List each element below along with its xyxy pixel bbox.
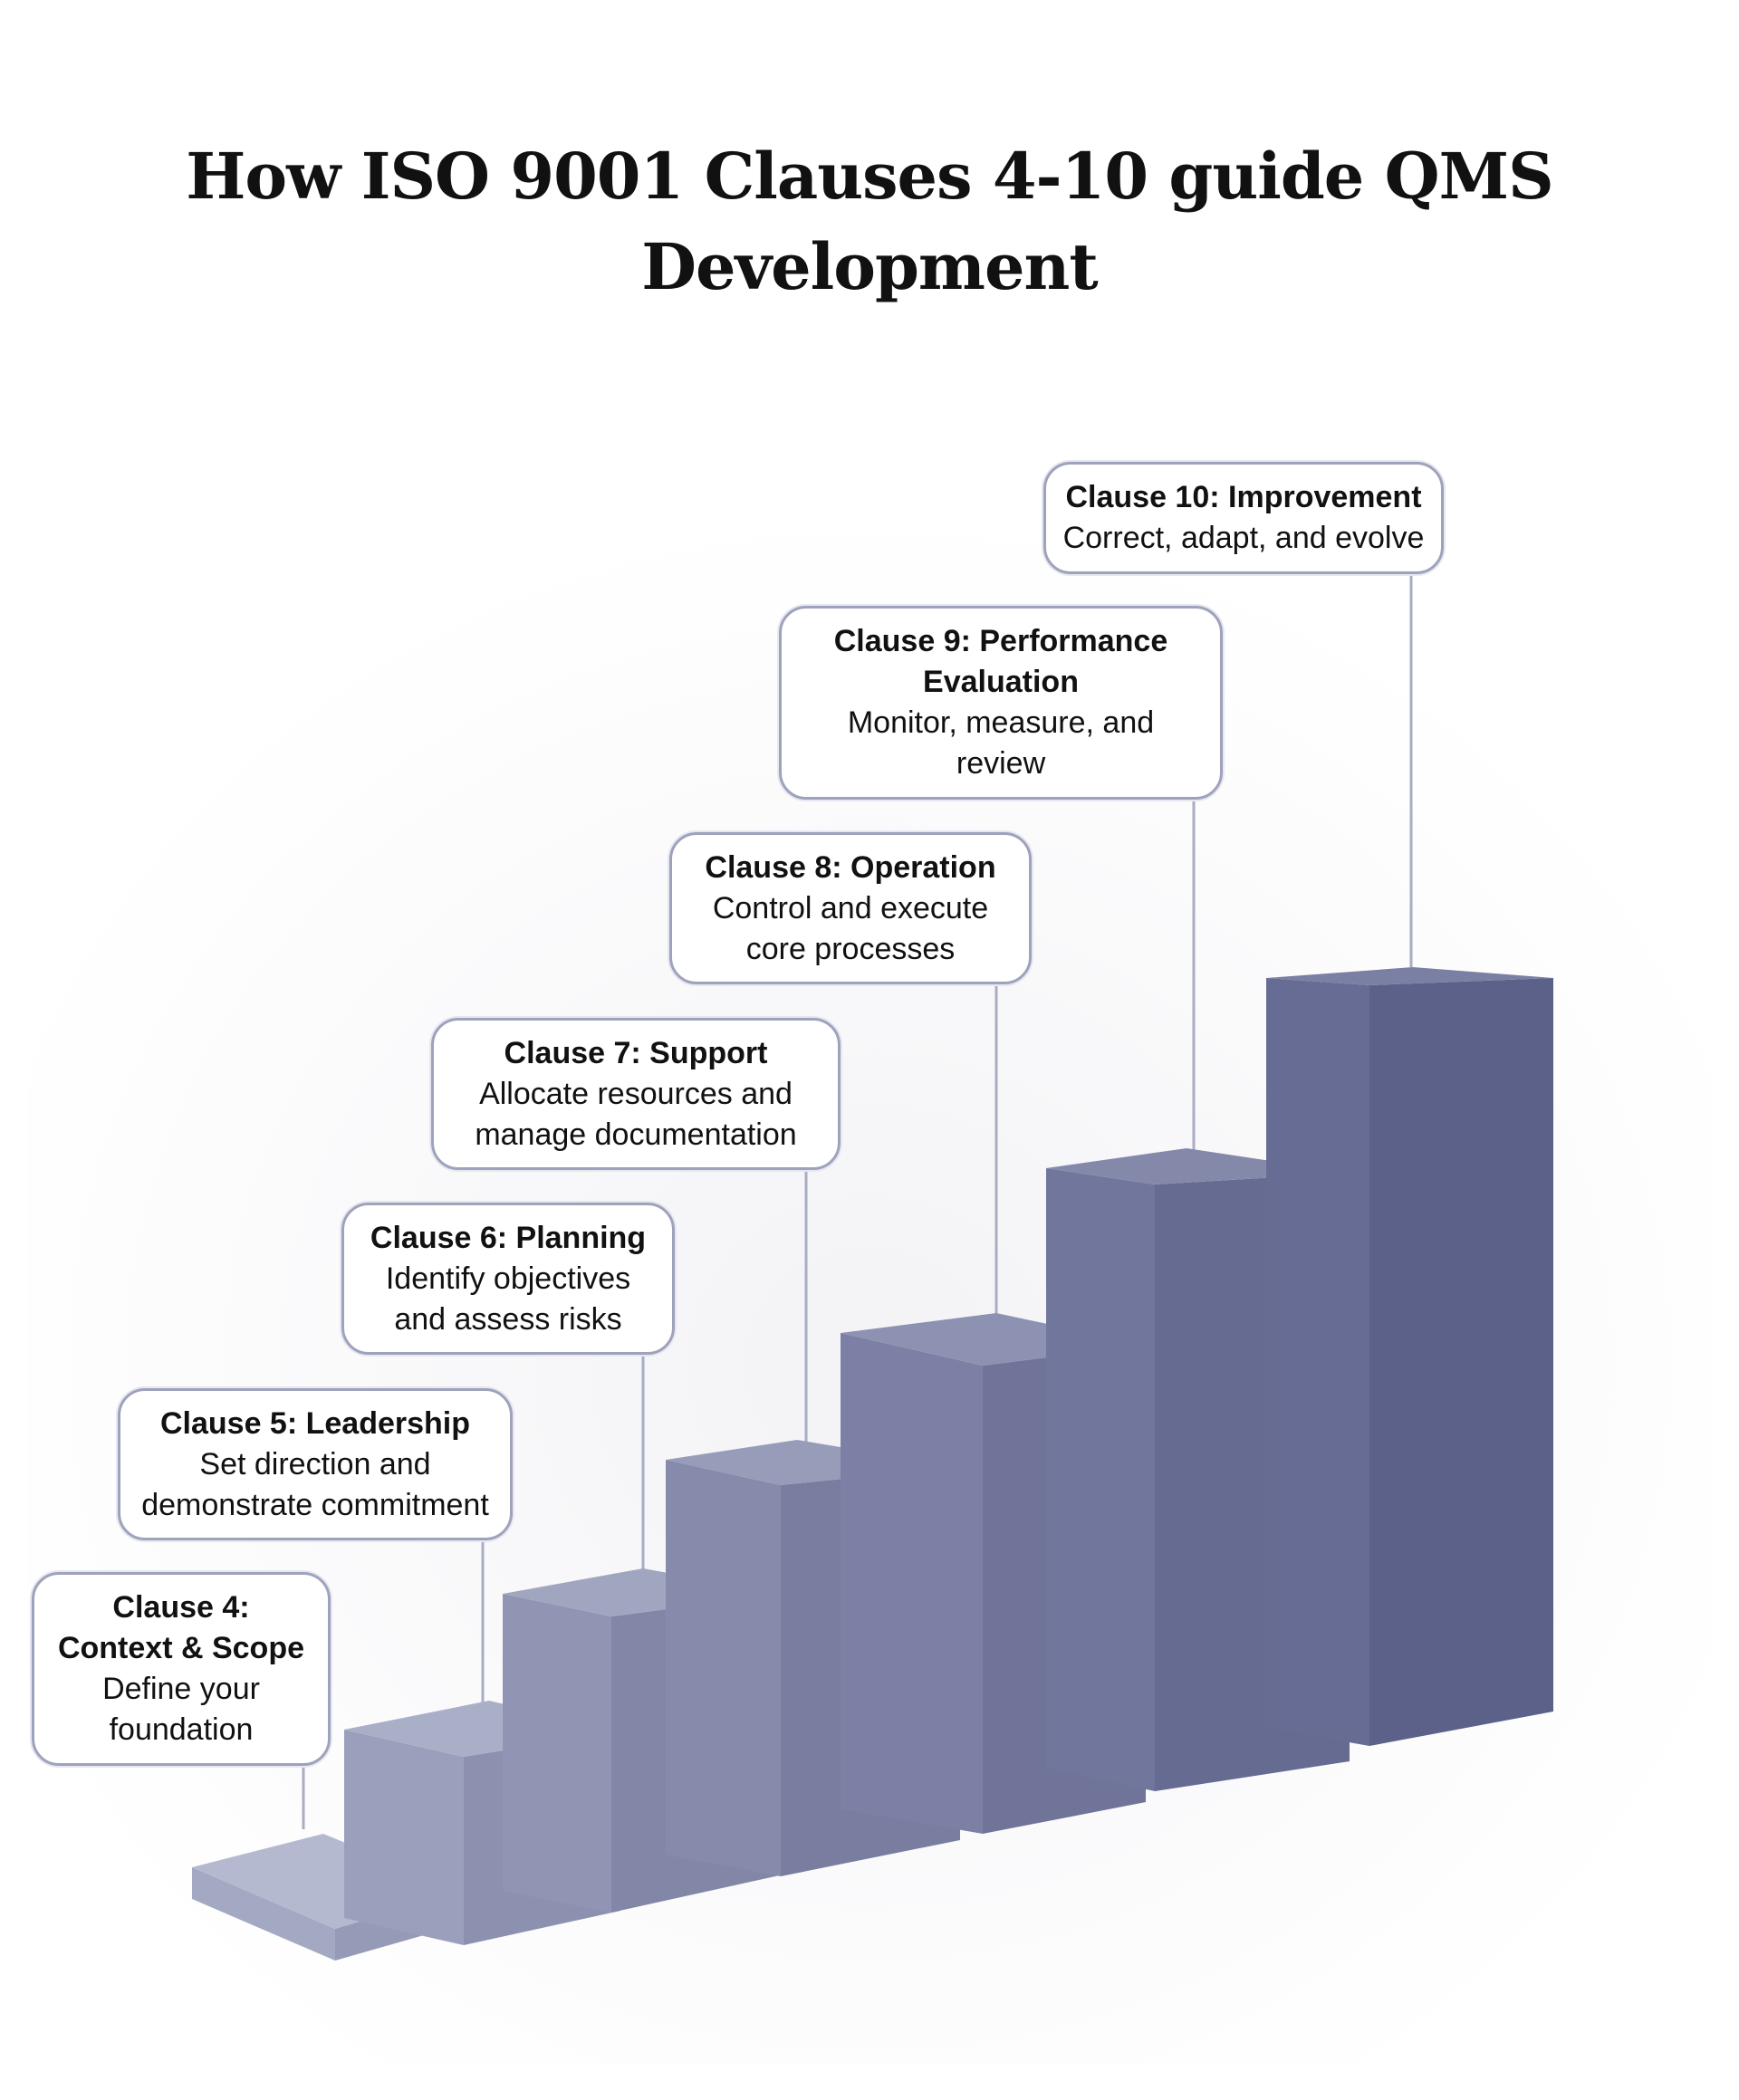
block-front-face: [841, 1333, 983, 1834]
block-front-face: [503, 1594, 611, 1913]
callout-description: Control and execute core processes: [712, 890, 989, 966]
callout-title: Clause 10: Improvement: [1065, 480, 1422, 514]
callout-description: Correct, adapt, and evolve: [1062, 521, 1425, 555]
block-top-face: [344, 1701, 620, 1757]
callout-clause-8: Clause 8: Operation Control and execute c…: [669, 832, 1032, 984]
callout-title: Clause 5: Leadership: [159, 1405, 470, 1441]
callout-description: Identify objectives and assess risks: [385, 1261, 631, 1337]
block-front-face: [666, 1460, 781, 1876]
callout-clause-7: Clause 7: Support Allocate resources and …: [431, 1018, 841, 1170]
callout-clause-5: Clause 5: Leadership Set direction and de…: [118, 1388, 513, 1540]
callout-title: Clause 8: Operation: [705, 849, 996, 885]
step-block-10: [1266, 967, 1553, 1746]
callout-clause-10: Clause 10: Improvement Correct, adapt, an…: [1043, 462, 1444, 574]
callout-title: Clause 6: Planning: [370, 1220, 647, 1255]
callout-clause-4: Clause 4: Context & Scope Define your fou…: [32, 1572, 331, 1766]
block-front-face: [1046, 1168, 1155, 1791]
callout-title: Clause 4: Context & Scope: [57, 1590, 305, 1665]
callout-title: Clause 9: Performance Evaluation: [833, 624, 1168, 699]
block-front-face: [192, 1867, 335, 1961]
callout-description: Allocate resources and manage documentat…: [475, 1076, 797, 1152]
callout-title: Clause 7: Support: [504, 1035, 768, 1070]
callout-clause-9: Clause 9: Performance Evaluation Monitor,…: [779, 606, 1223, 800]
page-title-line-1: How ISO 9001 Clauses 4-10 guide QMS: [186, 139, 1553, 214]
block-top-face: [503, 1568, 783, 1616]
block-top-face: [1266, 967, 1553, 985]
block-front-face: [344, 1730, 464, 1945]
page-title-line-2: Development: [641, 229, 1099, 304]
callout-description: Define your foundation: [102, 1672, 260, 1747]
callout-description: Set direction and demonstrate commitment: [141, 1446, 489, 1522]
callout-clause-6: Clause 6: Planning Identify objectives an…: [341, 1203, 675, 1355]
callout-description: Monitor, measure, and review: [847, 705, 1155, 781]
leader-lines: [302, 574, 1413, 1829]
block-front-face: [1266, 978, 1369, 1746]
step-blocks: [192, 967, 1553, 1961]
block-side-face: [1369, 978, 1553, 1746]
